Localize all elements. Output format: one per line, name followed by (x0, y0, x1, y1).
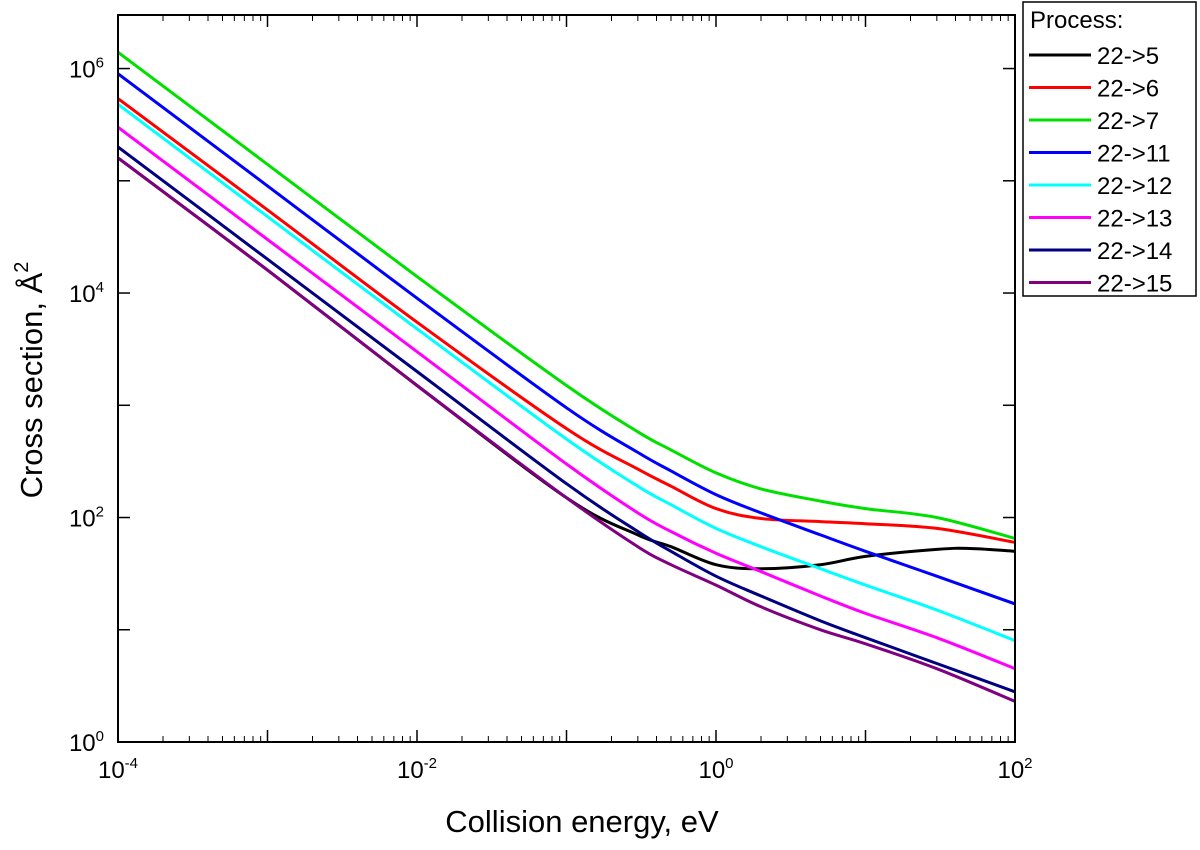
series-line-22-to-14 (118, 145, 1015, 694)
series-line-22-to-7 (118, 51, 1015, 540)
y-tick-exponent: 0 (96, 728, 104, 745)
y-axis-label: Cross section, Å2 (11, 262, 49, 499)
y-tick-base: 10 (69, 281, 96, 308)
y-tick-base: 10 (69, 730, 96, 757)
plot-frame (117, 14, 1016, 743)
y-axis-label-exponent: 2 (11, 262, 33, 273)
x-tick-base: 10 (397, 757, 424, 784)
legend-items: 22->5 22->6 22->7 22->11 22->12 22->13 22->14 2… (1029, 43, 1172, 298)
x-tick-exponent: 2 (1024, 755, 1032, 772)
x-tick-label: 10-4 (98, 755, 138, 784)
legend: Process: 22->522->622->722->1122->1222->… (1022, 1, 1197, 298)
series-line-22-to-11 (118, 72, 1015, 606)
legend-label: 22->14 (1097, 238, 1172, 265)
x-tick-base: 10 (997, 757, 1024, 784)
legend-label: 22->5 (1097, 43, 1159, 70)
y-tick-exponent: 2 (96, 504, 104, 521)
legend-label: 22->7 (1097, 108, 1159, 135)
legend-title: Process: (1030, 7, 1123, 34)
series-line-22-to-15 (118, 156, 1015, 703)
x-tick-base: 10 (698, 757, 725, 784)
y-tick-base: 10 (69, 506, 96, 533)
x-axis-label: Collision energy, eV (445, 804, 719, 839)
y-tick-label: 104 (69, 279, 104, 308)
x-tick-exponent: -4 (125, 755, 138, 772)
x-tick-exponent: -2 (424, 755, 437, 772)
major-ticks (117, 15, 1016, 743)
legend-label: 22->13 (1097, 206, 1172, 233)
series-line-22-to-13 (118, 126, 1015, 671)
series-line-22-to-5 (118, 156, 1015, 571)
x-tick-label: 102 (997, 755, 1032, 784)
y-tick-exponent: 6 (96, 55, 104, 72)
y-axis-label-unit: Å (14, 272, 49, 293)
x-tick-labels: 10-4 10-2 100 102 (98, 755, 1033, 784)
series-line-22-to-12 (118, 103, 1015, 642)
y-tick-label: 102 (69, 504, 104, 533)
legend-label: 22->11 (1097, 141, 1171, 168)
y-tick-base: 10 (69, 57, 96, 84)
y-tick-label: 106 (69, 55, 104, 84)
x-tick-exponent: 0 (725, 755, 733, 772)
legend-label: 22->12 (1097, 173, 1172, 200)
x-tick-label: 10-2 (397, 755, 437, 784)
x-tick-base: 10 (98, 757, 125, 784)
series-line-22-to-6 (118, 97, 1015, 544)
legend-label: 22->15 (1097, 271, 1172, 298)
y-tick-label: 100 (69, 728, 104, 757)
minor-ticks (162, 15, 1009, 742)
x-tick-label: 100 (698, 755, 733, 784)
legend-box (1022, 1, 1197, 297)
y-axis-label-prefix: Cross section, (14, 293, 49, 498)
series-group (118, 51, 1015, 703)
legend-label: 22->6 (1097, 76, 1159, 103)
y-tick-exponent: 4 (96, 279, 104, 296)
